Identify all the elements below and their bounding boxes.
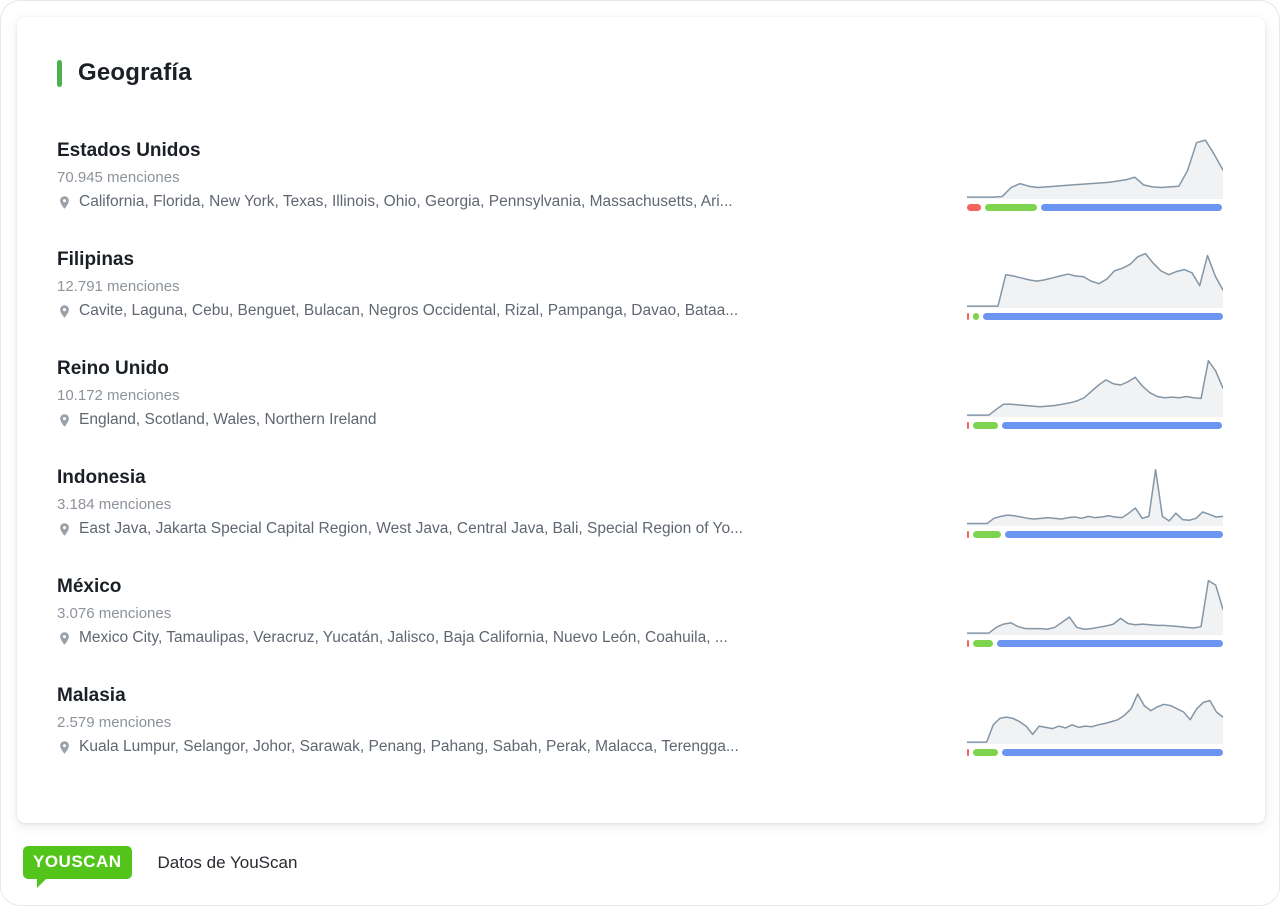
country-chart bbox=[967, 353, 1223, 429]
country-info: Estados Unidos 70.945 menciones Californ… bbox=[57, 140, 967, 211]
location-pin-icon bbox=[60, 631, 69, 645]
widget-title: Geografía bbox=[78, 59, 192, 86]
sentiment-negative-segment bbox=[967, 313, 969, 320]
mentions-sparkline bbox=[967, 353, 1223, 417]
location-pin-icon bbox=[60, 304, 69, 318]
country-list: Estados Unidos 70.945 menciones Californ… bbox=[57, 135, 1223, 756]
mentions-count: 70.945 menciones bbox=[57, 169, 180, 186]
country-row-filipinas: Filipinas 12.791 menciones Cavite, Lagun… bbox=[57, 244, 1223, 320]
sentiment-bar bbox=[967, 204, 1223, 211]
country-row-estados-unidos: Estados Unidos 70.945 menciones Californ… bbox=[57, 135, 1223, 211]
country-info: México 3.076 menciones Mexico City, Tama… bbox=[57, 576, 967, 647]
country-row-indonesia: Indonesia 3.184 menciones East Java, Jak… bbox=[57, 462, 1223, 538]
sentiment-bar bbox=[967, 422, 1223, 429]
regions-list: East Java, Jakarta Special Capital Regio… bbox=[79, 520, 743, 537]
sentiment-negative-segment bbox=[967, 531, 969, 538]
regions-line: Cavite, Laguna, Cebu, Benguet, Bulacan, … bbox=[57, 302, 937, 320]
sentiment-negative-segment bbox=[967, 749, 969, 756]
sentiment-bar bbox=[967, 531, 1223, 538]
country-chart bbox=[967, 462, 1223, 538]
sparkline-svg bbox=[967, 244, 1223, 308]
regions-line: England, Scotland, Wales, Northern Irela… bbox=[57, 411, 937, 429]
regions-line: East Java, Jakarta Special Capital Regio… bbox=[57, 520, 937, 538]
regions-list: Mexico City, Tamaulipas, Veracruz, Yucat… bbox=[79, 629, 728, 646]
country-chart bbox=[967, 680, 1223, 756]
sentiment-bar bbox=[967, 313, 1223, 320]
youscan-logo-text: YOUSCAN bbox=[33, 852, 122, 871]
sentiment-bar bbox=[967, 640, 1223, 647]
sentiment-neutral-segment bbox=[1002, 749, 1223, 756]
regions-list: California, Florida, New York, Texas, Il… bbox=[79, 193, 733, 210]
sentiment-negative-segment bbox=[967, 204, 981, 211]
regions-line: Mexico City, Tamaulipas, Veracruz, Yucat… bbox=[57, 629, 937, 647]
sparkline-svg bbox=[967, 571, 1223, 635]
country-name: Filipinas bbox=[57, 249, 135, 270]
mentions-sparkline bbox=[967, 135, 1223, 199]
sentiment-bar bbox=[967, 749, 1223, 756]
sentiment-neutral-segment bbox=[997, 640, 1223, 647]
sentiment-positive-segment bbox=[973, 749, 999, 756]
sentiment-positive-segment bbox=[973, 313, 979, 320]
sentiment-neutral-segment bbox=[1002, 422, 1222, 429]
mentions-count: 3.076 menciones bbox=[57, 605, 172, 622]
country-chart bbox=[967, 135, 1223, 211]
country-chart bbox=[967, 244, 1223, 320]
widget-header: Geografía bbox=[57, 59, 1223, 87]
regions-line: California, Florida, New York, Texas, Il… bbox=[57, 193, 937, 211]
sentiment-neutral-segment bbox=[982, 313, 1223, 320]
location-pin-icon bbox=[60, 413, 69, 427]
regions-list: Kuala Lumpur, Selangor, Johor, Sarawak, … bbox=[79, 738, 739, 755]
country-row-malasia: Malasia 2.579 menciones Kuala Lumpur, Se… bbox=[57, 680, 1223, 756]
sentiment-positive-segment bbox=[973, 422, 999, 429]
location-pin-icon bbox=[60, 195, 69, 209]
sentiment-positive-segment bbox=[984, 204, 1037, 211]
youscan-logo: YOUSCAN bbox=[23, 846, 132, 888]
country-info: Reino Unido 10.172 menciones England, Sc… bbox=[57, 358, 967, 429]
regions-line: Kuala Lumpur, Selangor, Johor, Sarawak, … bbox=[57, 738, 937, 756]
mentions-sparkline bbox=[967, 462, 1223, 526]
footer-caption: Datos de YouScan bbox=[157, 852, 298, 872]
country-name: Malasia bbox=[57, 685, 126, 706]
country-chart bbox=[967, 571, 1223, 647]
mentions-sparkline bbox=[967, 244, 1223, 308]
sentiment-positive-segment bbox=[973, 640, 994, 647]
country-name: México bbox=[57, 576, 122, 597]
sentiment-negative-segment bbox=[967, 422, 970, 429]
country-info: Indonesia 3.184 menciones East Java, Jak… bbox=[57, 467, 967, 538]
sentiment-positive-segment bbox=[973, 531, 1001, 538]
mentions-count: 2.579 menciones bbox=[57, 714, 172, 731]
location-pin-icon bbox=[60, 522, 69, 536]
footer: YOUSCAN Datos de YouScan bbox=[23, 846, 298, 888]
geography-widget-card: Geografía Estados Unidos 70.945 mencione… bbox=[17, 17, 1265, 823]
country-name: Reino Unido bbox=[57, 358, 169, 379]
country-row-reino-unido: Reino Unido 10.172 menciones England, Sc… bbox=[57, 353, 1223, 429]
sentiment-neutral-segment bbox=[1040, 204, 1222, 211]
sentiment-neutral-segment bbox=[1004, 531, 1223, 538]
sparkline-svg bbox=[967, 462, 1223, 526]
regions-list: Cavite, Laguna, Cebu, Benguet, Bulacan, … bbox=[79, 302, 739, 319]
country-row-mexico: México 3.076 menciones Mexico City, Tama… bbox=[57, 571, 1223, 647]
sentiment-negative-segment bbox=[967, 640, 969, 647]
accent-bar bbox=[57, 59, 62, 87]
regions-list: England, Scotland, Wales, Northern Irela… bbox=[79, 411, 377, 428]
mentions-count: 12.791 menciones bbox=[57, 278, 180, 295]
country-info: Malasia 2.579 menciones Kuala Lumpur, Se… bbox=[57, 685, 967, 756]
sparkline-svg bbox=[967, 353, 1223, 417]
country-info: Filipinas 12.791 menciones Cavite, Lagun… bbox=[57, 249, 967, 320]
mentions-sparkline bbox=[967, 680, 1223, 744]
mentions-count: 10.172 menciones bbox=[57, 387, 180, 404]
mentions-count: 3.184 menciones bbox=[57, 496, 172, 513]
country-name: Estados Unidos bbox=[57, 140, 201, 161]
sparkline-svg bbox=[967, 135, 1223, 199]
mentions-sparkline bbox=[967, 571, 1223, 635]
sparkline-svg bbox=[967, 680, 1223, 744]
location-pin-icon bbox=[60, 740, 69, 754]
country-name: Indonesia bbox=[57, 467, 146, 488]
